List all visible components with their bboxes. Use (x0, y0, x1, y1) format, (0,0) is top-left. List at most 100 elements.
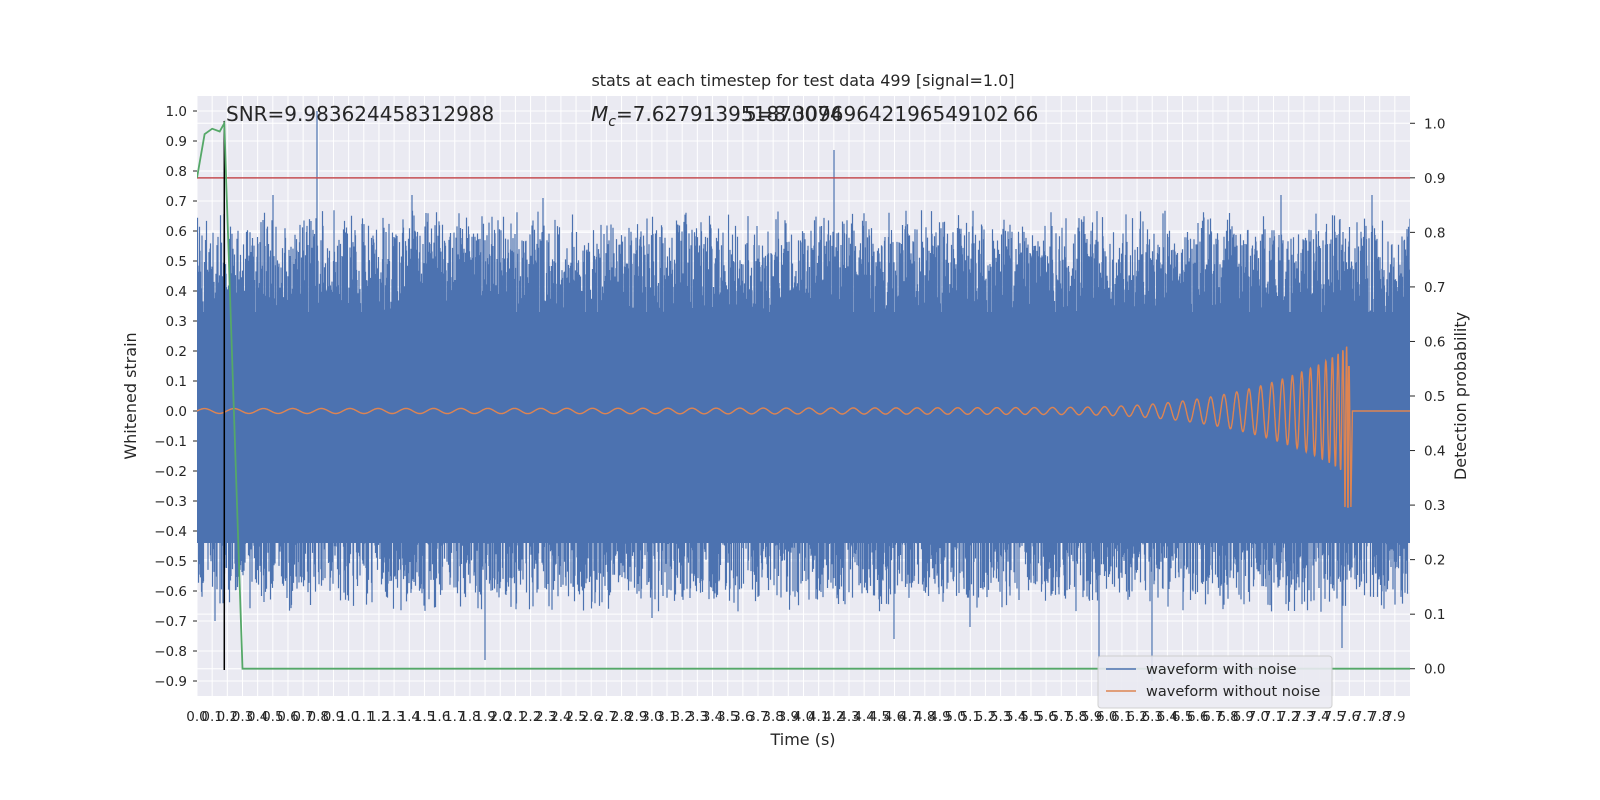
y-tick-label: −0.5 (154, 554, 187, 570)
x-tick-label: 2.3 (535, 709, 556, 725)
x-tick-label: 2.9 (626, 709, 647, 725)
y-tick-label: 0.6 (166, 224, 187, 240)
x-tick-label: 6.9 (1232, 709, 1253, 725)
annotation-overlap: 5=8.30969642196549102 66 (744, 102, 1038, 126)
y-tick-label: 1.0 (166, 104, 187, 120)
x-tick-label: 0.2 (217, 709, 238, 725)
x-tick-label: 0.5 (262, 709, 283, 725)
x-tick-label: 6.4 (1157, 709, 1178, 725)
x-tick-label: 1.6 (429, 709, 450, 725)
x-tick-label: 2.8 (611, 709, 632, 725)
y-right-tick-label: 0.4 (1424, 444, 1445, 460)
x-tick-label: 2.4 (550, 709, 571, 725)
x-tick-label: 3.3 (687, 709, 708, 725)
x-tick-label: 3.8 (762, 709, 783, 725)
x-tick-label: 1.9 (474, 709, 495, 725)
x-tick-label: 0.1 (201, 709, 222, 725)
x-tick-label: 1.0 (338, 709, 359, 725)
x-tick-label: 7.5 (1323, 709, 1344, 725)
y-tick-label: 0.8 (166, 164, 187, 180)
y-right-tick-label: 0.8 (1424, 225, 1445, 241)
legend-box (1097, 655, 1333, 709)
x-tick-label: 7.9 (1384, 709, 1405, 725)
x-tick-label: 3.0 (641, 709, 662, 725)
y-right-tick-label: 0.5 (1424, 389, 1445, 405)
legend: waveform with noise waveform without noi… (1097, 655, 1333, 709)
annotation-mc-sub: c (608, 114, 616, 130)
x-tick-label: 3.9 (778, 709, 799, 725)
legend-label-clean: waveform without noise (1146, 684, 1320, 700)
x-tick-label: 3.7 (747, 709, 768, 725)
x-ticks: 0.00.10.20.30.40.50.60.70.80.91.01.11.21… (186, 709, 1405, 725)
x-tick-label: 7.4 (1308, 709, 1329, 725)
x-tick-label: 2.5 (565, 709, 586, 725)
x-tick-label: 1.3 (383, 709, 404, 725)
x-tick-label: 4.1 (808, 709, 829, 725)
x-tick-label: 0.8 (308, 709, 329, 725)
x-tick-label: 1.2 (368, 709, 389, 725)
y-axis-label-right: Detection probability (1451, 312, 1470, 480)
y-tick-label: 0.9 (166, 134, 187, 150)
y-tick-label: 0.1 (166, 374, 187, 390)
x-tick-label: 0.0 (186, 709, 207, 725)
x-tick-label: 7.0 (1248, 709, 1269, 725)
x-tick-label: 4.7 (899, 709, 920, 725)
y-right-tick-label: 0.9 (1424, 171, 1445, 187)
series-waveform-without-noise (197, 346, 1410, 508)
x-tick-label: 6.7 (1202, 709, 1223, 725)
y-tick-label: 0.5 (166, 254, 187, 270)
y-right-tick-label: 0.6 (1424, 334, 1445, 350)
y-right-tick-label: 0.2 (1424, 553, 1445, 569)
x-tick-label: 4.2 (823, 709, 844, 725)
annotation-snr: SNR=9.983624458312988 (226, 102, 494, 126)
y-right-tick-label: 0.1 (1424, 607, 1445, 623)
y-tick-label: −0.1 (154, 434, 187, 450)
x-tick-label: 4.4 (853, 709, 874, 725)
x-tick-label: 5.9 (1081, 709, 1102, 725)
y-tick-label: 0.3 (166, 314, 187, 330)
x-tick-label: 5.3 (990, 709, 1011, 725)
x-tick-label: 2.6 (580, 709, 601, 725)
x-tick-label: 2.0 (490, 709, 511, 725)
x-tick-label: 6.8 (1217, 709, 1238, 725)
x-tick-label: 7.6 (1339, 709, 1360, 725)
y-tick-label: −0.7 (154, 614, 187, 630)
x-tick-label: 5.4 (1005, 709, 1026, 725)
y-tick-label: −0.2 (154, 464, 187, 480)
x-tick-label: 5.1 (960, 709, 981, 725)
y-tick-label: −0.3 (154, 494, 187, 510)
x-tick-label: 6.0 (1096, 709, 1117, 725)
y-tick-label: −0.8 (154, 644, 187, 660)
x-tick-label: 3.4 (702, 709, 723, 725)
series-group (197, 111, 1410, 681)
x-tick-label: 4.8 (914, 709, 935, 725)
x-tick-label: 3.1 (656, 709, 677, 725)
x-tick-label: 2.1 (505, 709, 526, 725)
x-tick-label: 5.8 (1066, 709, 1087, 725)
x-tick-label: 2.7 (596, 709, 617, 725)
x-tick-label: 0.3 (232, 709, 253, 725)
y-axis-label: Whitened strain (121, 332, 140, 459)
x-tick-label: 5.7 (1051, 709, 1072, 725)
x-tick-label: 6.2 (1126, 709, 1147, 725)
x-tick-label: 5.5 (1020, 709, 1041, 725)
x-tick-label: 6.1 (1111, 709, 1132, 725)
annotation-mc: Mc=7.627913951870074 (591, 102, 843, 130)
series-detection-probability (197, 120, 1410, 670)
x-tick-label: 1.7 (444, 709, 465, 725)
x-tick-label: 3.5 (717, 709, 738, 725)
x-tick-label: 2.2 (520, 709, 541, 725)
x-tick-label: 6.3 (1141, 709, 1162, 725)
x-tick-label: 6.5 (1172, 709, 1193, 725)
chart-title: stats at each timestep for test data 499… (591, 71, 1014, 90)
y-tick-label: −0.6 (154, 584, 187, 600)
x-axis-label: Time (s) (769, 730, 835, 749)
x-tick-label: 7.2 (1278, 709, 1299, 725)
y-ticks-right: 1.0 0.9 0.8 0.7 0.6 0.5 0.4 0.3 0.2 0.1 0.0 (1410, 116, 1445, 678)
x-tick-label: 1.1 (353, 709, 374, 725)
x-tick-label: 3.6 (732, 709, 753, 725)
x-tick-label: 4.0 (793, 709, 814, 725)
x-tick-label: 7.3 (1293, 709, 1314, 725)
y-right-tick-label: 0.0 (1424, 662, 1445, 678)
y-tick-label: 0.2 (166, 344, 187, 360)
